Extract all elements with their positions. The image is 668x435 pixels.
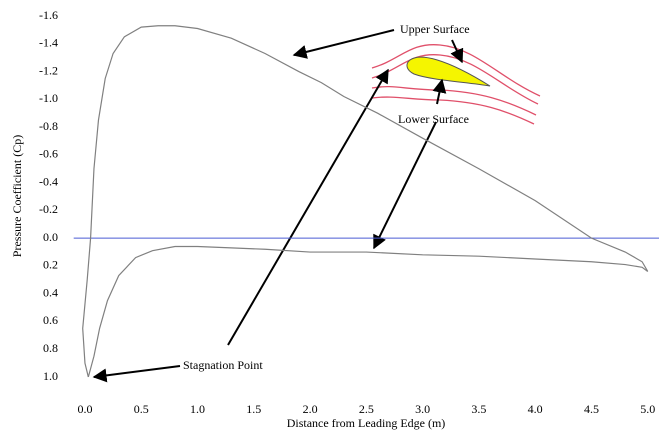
streamline	[371, 44, 541, 97]
y-tick-label: -0.8	[39, 119, 58, 133]
arrow	[92, 365, 181, 383]
arrow	[292, 29, 395, 59]
y-tick-label: 0.4	[43, 285, 58, 299]
x-tick-label: 3.5	[471, 402, 486, 416]
arrow	[373, 121, 437, 250]
streamline	[371, 96, 535, 125]
streamline	[371, 54, 539, 105]
x-tick-label: 1.0	[190, 402, 205, 416]
x-tick-label: 2.5	[359, 402, 374, 416]
y-tick-label: 0.8	[43, 341, 58, 355]
arrow	[227, 68, 389, 346]
x-tick-label: 2.0	[303, 402, 318, 416]
x-tick-label: 3.0	[415, 402, 430, 416]
y-tick-label: 0.0	[43, 230, 58, 244]
y-tick-label: -0.2	[39, 202, 58, 216]
y-tick-label: -1.2	[39, 63, 58, 77]
y-tick-label: -0.4	[39, 174, 58, 188]
annotation: Upper Surface	[400, 22, 470, 36]
y-tick-label: 0.2	[43, 258, 58, 272]
y-tick-label: -0.6	[39, 147, 58, 161]
x-tick-label: 4.5	[584, 402, 599, 416]
annotation: Stagnation Point	[183, 358, 263, 372]
x-tick-label: 4.0	[528, 402, 543, 416]
annotation: Lower Surface	[398, 112, 469, 126]
arrow	[450, 39, 464, 64]
x-tick-label: 5.0	[640, 402, 655, 416]
x-tick-label: 1.5	[246, 402, 261, 416]
y-tick-label: 1.0	[43, 369, 58, 383]
x-axis-label: Distance from Leading Edge (m)	[287, 416, 446, 430]
y-tick-label: -1.6	[39, 8, 58, 22]
y-tick-label: -1.4	[39, 36, 58, 50]
y-axis-label: Pressure Coefficient (Cp)	[10, 135, 24, 257]
series-line	[87, 245, 649, 378]
series-line	[82, 25, 649, 378]
airfoil	[406, 56, 491, 87]
arrow	[432, 78, 447, 105]
x-tick-label: 0.5	[134, 402, 149, 416]
y-tick-label: -1.0	[39, 91, 58, 105]
x-tick-label: 0.0	[77, 402, 92, 416]
y-tick-label: 0.6	[43, 313, 58, 327]
